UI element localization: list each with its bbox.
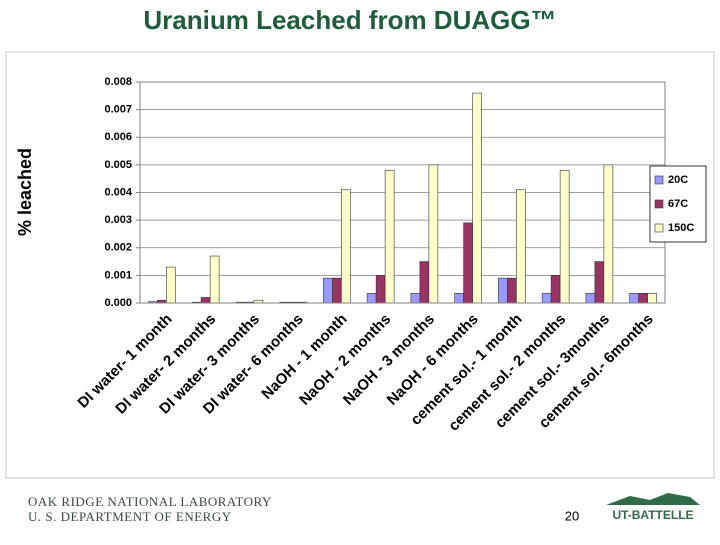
footer-org: OAK RIDGE NATIONAL LABORATORY	[28, 494, 272, 509]
bar	[454, 293, 464, 304]
bar	[332, 277, 342, 304]
y-tick-label: 0.005	[104, 159, 132, 171]
y-tick-label: 0.006	[104, 131, 132, 143]
y-tick-label: 0.007	[104, 104, 132, 116]
bar	[507, 277, 517, 304]
y-tick-label: 0.004	[104, 186, 132, 198]
bar	[498, 277, 508, 304]
bar	[647, 293, 657, 304]
bar	[463, 222, 473, 304]
bar	[541, 293, 552, 304]
y-tick-label: 0.003	[104, 214, 132, 226]
y-tick-label: 0.008	[104, 76, 132, 88]
bar	[559, 170, 570, 304]
slide-title: Uranium Leached from DUAGG™	[143, 5, 556, 35]
bar	[472, 92, 482, 304]
logo-text: UT-BATTELLE	[612, 508, 693, 522]
bar	[366, 293, 377, 304]
bar	[594, 261, 605, 304]
bar	[410, 293, 421, 304]
bar	[341, 189, 351, 304]
y-axis-label: % leached	[15, 148, 35, 236]
legend-swatch	[654, 199, 664, 209]
bar	[428, 164, 439, 304]
bar	[638, 293, 648, 304]
legend-swatch	[654, 223, 664, 233]
bar	[516, 189, 526, 304]
bar	[629, 293, 639, 304]
bar	[384, 170, 395, 304]
bar	[603, 164, 614, 304]
y-tick-label: 0.000	[104, 297, 132, 309]
bar	[375, 275, 386, 304]
bar	[200, 297, 211, 304]
legend-label: 150C	[668, 222, 694, 234]
bar	[550, 275, 561, 304]
footer-dept: U. S. DEPARTMENT OF ENERGY	[28, 509, 232, 524]
bar	[323, 277, 333, 304]
bar	[166, 266, 176, 304]
legend-swatch	[654, 175, 664, 185]
page-number: 20	[565, 508, 579, 523]
bar	[209, 255, 220, 304]
logo-mark	[606, 493, 700, 505]
bar	[419, 261, 430, 304]
bar	[585, 293, 596, 304]
y-tick-label: 0.001	[104, 269, 132, 281]
legend-label: 67C	[668, 198, 688, 210]
y-tick-label: 0.002	[104, 242, 132, 254]
legend-label: 20C	[668, 174, 688, 186]
